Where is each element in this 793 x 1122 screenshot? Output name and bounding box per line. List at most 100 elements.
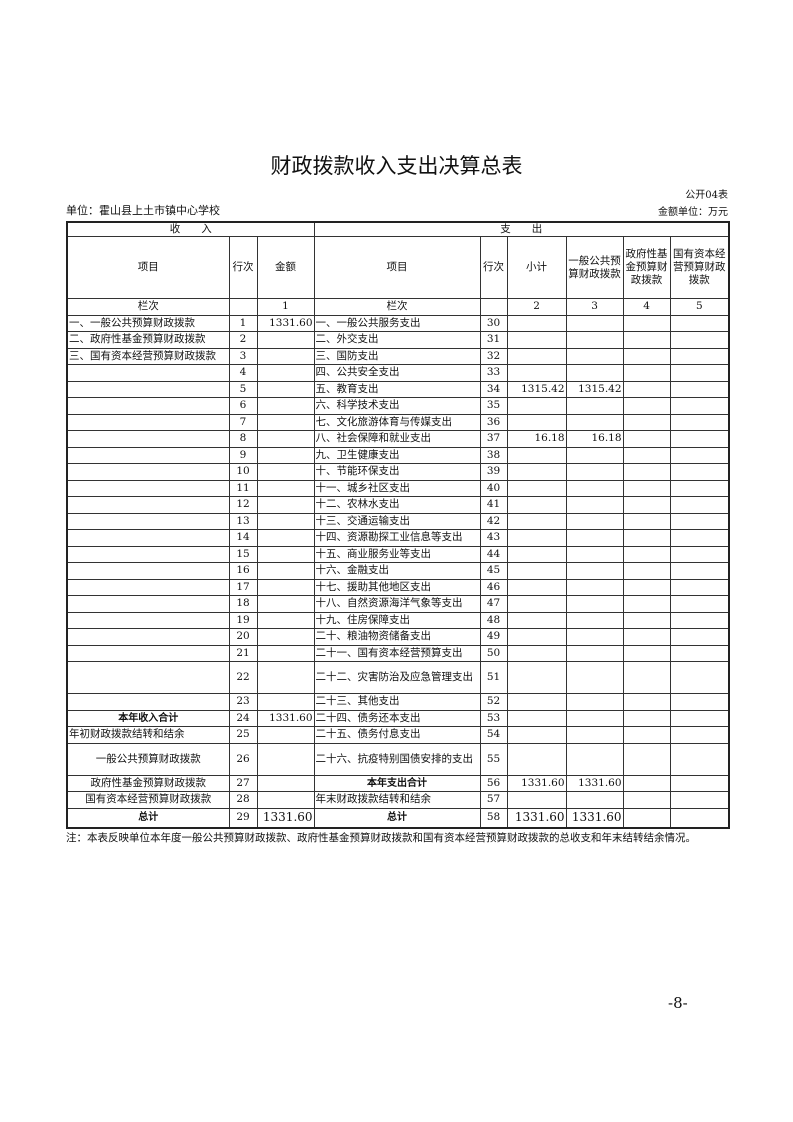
general-budget-cell: [565, 742, 624, 776]
gov-fund-cell: [622, 430, 671, 448]
general-budget-cell: [565, 628, 624, 646]
state-capital-cell: [669, 661, 730, 694]
income-item-cell: [66, 595, 230, 613]
state-capital-cell: [669, 611, 730, 629]
gov-fund-cell: [622, 562, 671, 580]
budget-table: 收 入 支 出 项目 行次 金额 项目 行次 小计 一般公共预算财政拨款 政府性…: [66, 221, 731, 829]
income-row-no-cell: 12: [228, 496, 258, 514]
state-capital-cell: [669, 380, 730, 398]
expense-item-cell: 总计: [313, 807, 481, 829]
income-amount-cell: [256, 611, 315, 629]
expense-row-no-cell: 35: [479, 397, 508, 415]
income-amount-cell: [256, 397, 315, 415]
income-amount-cell: [256, 331, 315, 349]
table-row: 22 二十二、灾害防治及应急管理支出 51: [66, 661, 730, 694]
expense-row-no-cell: 54: [479, 726, 508, 744]
unit-name: 单位：霍山县上土市镇中心学校: [66, 204, 220, 217]
expense-row-no-cell: 40: [479, 479, 508, 497]
income-item-cell: 三、国有资本经营预算财政拨款: [66, 347, 230, 365]
general-budget-cell: [565, 661, 624, 694]
subtotal-cell: [506, 709, 567, 727]
subtotal-cell: [506, 611, 567, 629]
subtotal-cell: [506, 644, 567, 662]
expense-row-no-cell: 52: [479, 693, 508, 711]
table-row: 政府性基金预算财政拨款 27 本年支出合计 56 1331.60 1331.60: [66, 774, 730, 792]
subtotal-cell: [506, 595, 567, 613]
gov-fund-cell: [622, 380, 671, 398]
expense-item-cell: 七、文化旅游体育与传媒支出: [313, 413, 481, 431]
expense-row-no-cell: 48: [479, 611, 508, 629]
table-row: 11 十一、城乡社区支出 40: [66, 479, 730, 497]
state-capital-cell: [669, 479, 730, 497]
general-budget-cell: [565, 578, 624, 596]
table-row: 二、政府性基金预算财政拨款 2 二、外交支出 31: [66, 331, 730, 349]
state-capital-header: 国有资本经营预算财政拨款: [669, 236, 730, 299]
income-row-no-cell: 11: [228, 479, 258, 497]
expense-row-no-cell: 47: [479, 595, 508, 613]
income-row-no-cell: 16: [228, 562, 258, 580]
subtotal-cell: [506, 314, 567, 332]
income-amount-cell: [256, 726, 315, 744]
expense-row-no-cell: 31: [479, 331, 508, 349]
general-budget-cell: [565, 693, 624, 711]
subtotal-cell: [506, 562, 567, 580]
gov-fund-cell: [622, 496, 671, 514]
expense-row-no-cell: 50: [479, 644, 508, 662]
expense-row-no-cell: 55: [479, 742, 508, 776]
table-row: 年初财政拨款结转和结余 25 二十五、债务付息支出 54: [66, 726, 730, 744]
table-row: 10 十、节能环保支出 39: [66, 463, 730, 481]
general-budget-cell: [565, 709, 624, 727]
subtotal-cell: [506, 496, 567, 514]
expense-item-cell: 十一、城乡社区支出: [313, 479, 481, 497]
col-label: 栏次: [313, 298, 481, 316]
general-budget-cell: [565, 413, 624, 431]
income-item-cell: [66, 413, 230, 431]
general-budget-cell: 1315.42: [565, 380, 624, 398]
income-amount-cell: [256, 595, 315, 613]
income-row-no-cell: 27: [228, 774, 258, 792]
gov-fund-cell: [622, 644, 671, 662]
income-row-no-cell: 18: [228, 595, 258, 613]
income-amount-cell: [256, 661, 315, 694]
general-budget-cell: [565, 791, 624, 809]
gov-fund-cell: [622, 545, 671, 563]
subtotal-cell: [506, 726, 567, 744]
general-budget-cell: [565, 545, 624, 563]
gov-fund-cell: [622, 413, 671, 431]
general-budget-cell: [565, 529, 624, 547]
expense-row-no-cell: 49: [479, 628, 508, 646]
income-amount-cell: [256, 496, 315, 514]
income-amount-cell: [256, 512, 315, 530]
general-budget-cell: [565, 562, 624, 580]
expense-row-no-cell: 42: [479, 512, 508, 530]
income-item-cell: 本年收入合计: [66, 709, 230, 727]
subtotal-cell: [506, 397, 567, 415]
income-row-no-cell: 22: [228, 661, 258, 694]
expense-item-cell: 八、社会保障和就业支出: [313, 430, 481, 448]
expense-item-cell: 五、教育支出: [313, 380, 481, 398]
col-3: 3: [565, 298, 624, 316]
table-row: 17 十七、援助其他地区支出 46: [66, 578, 730, 596]
income-item-cell: [66, 512, 230, 530]
income-row-no-cell: 28: [228, 791, 258, 809]
income-row-no-cell: 15: [228, 545, 258, 563]
gov-fund-cell: [622, 463, 671, 481]
gov-fund-cell: [622, 726, 671, 744]
table-row: 9 九、卫生健康支出 38: [66, 446, 730, 464]
income-amount-cell: 1331.60: [256, 807, 315, 829]
gov-fund-cell: [622, 807, 671, 829]
gov-fund-cell: [622, 314, 671, 332]
income-item-cell: [66, 479, 230, 497]
expense-item-cell: 九、卫生健康支出: [313, 446, 481, 464]
col-1: 1: [256, 298, 315, 316]
income-amount-cell: [256, 479, 315, 497]
gov-fund-cell: [622, 446, 671, 464]
subtotal-cell: [506, 331, 567, 349]
expense-row-no-header: 行次: [479, 236, 508, 299]
expense-item-cell: 十、节能环保支出: [313, 463, 481, 481]
state-capital-cell: [669, 774, 730, 792]
form-number: 公开04表: [685, 190, 728, 201]
income-amount-cell: [256, 413, 315, 431]
general-budget-cell: [565, 644, 624, 662]
table-row: 20 二十、粮油物资储备支出 49: [66, 628, 730, 646]
